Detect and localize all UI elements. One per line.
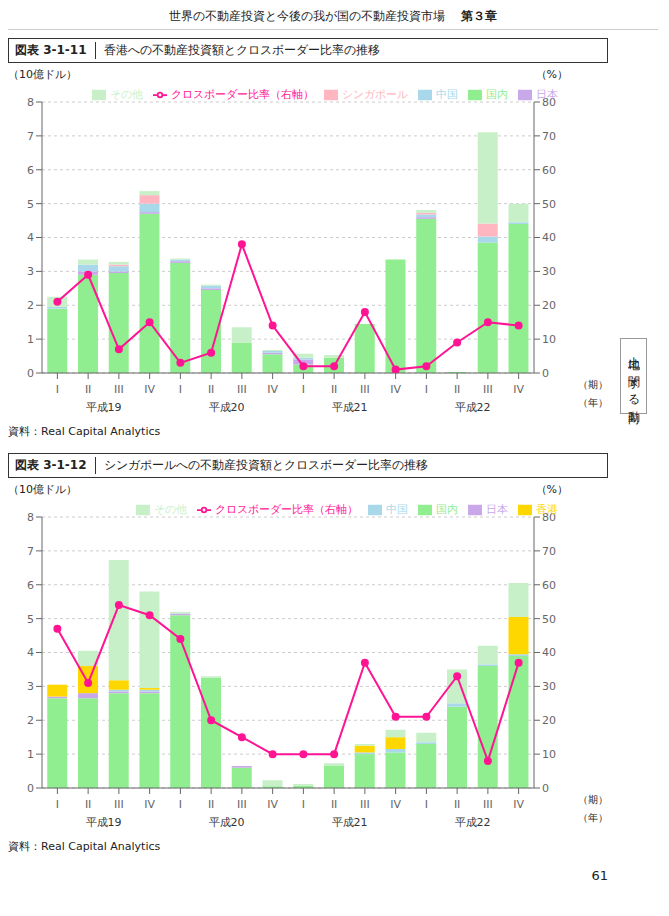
svg-text:III: III: [114, 798, 124, 811]
svg-text:IV: IV: [513, 383, 524, 396]
svg-text:0: 0: [27, 782, 34, 795]
svg-text:10: 10: [542, 748, 556, 761]
svg-text:I: I: [179, 383, 182, 396]
svg-text:平成20: 平成20: [209, 816, 245, 829]
svg-text:7: 7: [27, 545, 34, 558]
svg-text:6: 6: [27, 164, 34, 177]
svg-text:IV: IV: [513, 798, 524, 811]
svg-text:20: 20: [542, 299, 556, 312]
svg-text:50: 50: [542, 198, 556, 211]
svg-text:50: 50: [542, 613, 556, 626]
svg-text:III: III: [483, 798, 493, 811]
svg-text:IV: IV: [267, 798, 278, 811]
svg-text:III: III: [483, 383, 493, 396]
svg-text:II: II: [85, 798, 92, 811]
svg-text:平成22: 平成22: [455, 816, 491, 829]
svg-text:5: 5: [27, 613, 34, 626]
svg-text:0: 0: [542, 782, 549, 795]
svg-text:IV: IV: [390, 798, 401, 811]
svg-text:I: I: [179, 798, 182, 811]
svg-text:IV: IV: [144, 798, 155, 811]
svg-text:II: II: [208, 383, 215, 396]
svg-text:平成21: 平成21: [332, 816, 368, 829]
svg-text:30: 30: [542, 265, 556, 278]
svg-text:平成19: 平成19: [86, 816, 122, 829]
svg-text:III: III: [237, 383, 247, 396]
svg-text:3: 3: [27, 265, 34, 278]
svg-text:8: 8: [27, 511, 34, 524]
svg-text:10: 10: [542, 333, 556, 346]
svg-text:1: 1: [27, 748, 34, 761]
svg-text:8: 8: [27, 96, 34, 109]
svg-text:80: 80: [542, 96, 556, 109]
svg-text:II: II: [208, 798, 215, 811]
svg-text:II: II: [331, 798, 338, 811]
svg-text:5: 5: [27, 198, 34, 211]
svg-text:6: 6: [27, 579, 34, 592]
svg-text:II: II: [454, 798, 461, 811]
svg-text:I: I: [425, 383, 428, 396]
svg-text:40: 40: [542, 646, 556, 659]
svg-text:30: 30: [542, 680, 556, 693]
svg-text:平成21: 平成21: [332, 401, 368, 414]
svg-text:7: 7: [27, 130, 34, 143]
svg-text:3: 3: [27, 680, 34, 693]
svg-text:80: 80: [542, 511, 556, 524]
svg-text:平成22: 平成22: [455, 401, 491, 414]
svg-text:IV: IV: [144, 383, 155, 396]
svg-text:70: 70: [542, 545, 556, 558]
svg-text:60: 60: [542, 579, 556, 592]
svg-text:2: 2: [27, 714, 34, 727]
svg-text:I: I: [56, 798, 59, 811]
svg-text:III: III: [237, 798, 247, 811]
svg-text:IV: IV: [390, 383, 401, 396]
svg-text:II: II: [85, 383, 92, 396]
svg-text:70: 70: [542, 130, 556, 143]
svg-text:4: 4: [27, 231, 34, 244]
svg-text:2: 2: [27, 299, 34, 312]
svg-text:0: 0: [542, 367, 549, 380]
svg-text:4: 4: [27, 646, 34, 659]
svg-text:平成19: 平成19: [86, 401, 122, 414]
svg-text:20: 20: [542, 714, 556, 727]
svg-text:60: 60: [542, 164, 556, 177]
svg-text:1: 1: [27, 333, 34, 346]
svg-text:I: I: [425, 798, 428, 811]
svg-text:0: 0: [27, 367, 34, 380]
svg-text:I: I: [302, 383, 305, 396]
svg-text:40: 40: [542, 231, 556, 244]
svg-text:平成20: 平成20: [209, 401, 245, 414]
svg-text:III: III: [114, 383, 124, 396]
svg-text:III: III: [360, 798, 370, 811]
svg-text:III: III: [360, 383, 370, 396]
svg-text:I: I: [302, 798, 305, 811]
svg-text:I: I: [56, 383, 59, 396]
svg-text:II: II: [454, 383, 461, 396]
svg-text:II: II: [331, 383, 338, 396]
svg-text:IV: IV: [267, 383, 278, 396]
